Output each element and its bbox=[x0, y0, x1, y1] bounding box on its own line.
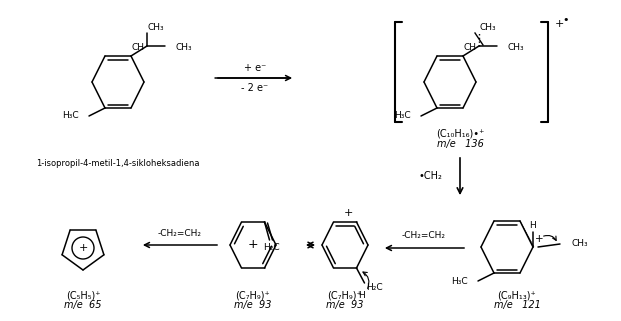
Text: (C₇H₉)⁺: (C₇H₉)⁺ bbox=[328, 290, 363, 300]
Text: +: + bbox=[535, 234, 543, 244]
Text: CH: CH bbox=[463, 42, 476, 51]
Text: H: H bbox=[528, 221, 535, 230]
Text: •CH₂: •CH₂ bbox=[418, 171, 442, 181]
Text: H: H bbox=[358, 291, 365, 299]
Text: CH₃: CH₃ bbox=[507, 42, 524, 51]
Text: H₃C: H₃C bbox=[451, 276, 468, 285]
Text: CH₃: CH₃ bbox=[572, 239, 589, 248]
Text: -CH₂=CH₂: -CH₂=CH₂ bbox=[402, 231, 446, 240]
Text: (C₉H₁₃)⁺: (C₉H₁₃)⁺ bbox=[497, 290, 537, 300]
Text: H₃C: H₃C bbox=[394, 111, 411, 120]
Text: CH: CH bbox=[131, 42, 144, 51]
Text: m/e  65: m/e 65 bbox=[64, 300, 102, 310]
Text: m/e   121: m/e 121 bbox=[494, 300, 540, 310]
Text: CH₃: CH₃ bbox=[175, 42, 192, 51]
Text: +: + bbox=[248, 239, 258, 251]
Text: -CH₂=CH₂: -CH₂=CH₂ bbox=[158, 229, 202, 238]
Text: CH₃: CH₃ bbox=[148, 22, 165, 31]
Text: +: + bbox=[555, 19, 564, 29]
Text: 1-isopropil-4-metil-1,4-sikloheksadiena: 1-isopropil-4-metil-1,4-sikloheksadiena bbox=[36, 160, 200, 169]
Text: - 2 e⁻: - 2 e⁻ bbox=[242, 83, 268, 93]
Text: •: • bbox=[562, 15, 568, 25]
Text: H₃C: H₃C bbox=[62, 111, 79, 120]
Text: m/e  93: m/e 93 bbox=[326, 300, 364, 310]
Text: CH₃: CH₃ bbox=[480, 22, 497, 31]
Text: H₂C: H₂C bbox=[366, 282, 383, 291]
Text: +: + bbox=[343, 208, 353, 218]
Text: (C₇H₉)⁺: (C₇H₉)⁺ bbox=[235, 290, 270, 300]
Text: + e⁻: + e⁻ bbox=[244, 63, 266, 73]
Text: m/e   136: m/e 136 bbox=[437, 139, 483, 149]
Text: (C₅H₅)⁺: (C₅H₅)⁺ bbox=[66, 290, 100, 300]
Text: +: + bbox=[78, 243, 88, 253]
Text: (C₁₀H₁₆)•⁺: (C₁₀H₁₆)•⁺ bbox=[436, 128, 484, 138]
Text: m/e  93: m/e 93 bbox=[234, 300, 272, 310]
Text: H₂C: H₂C bbox=[263, 242, 280, 251]
